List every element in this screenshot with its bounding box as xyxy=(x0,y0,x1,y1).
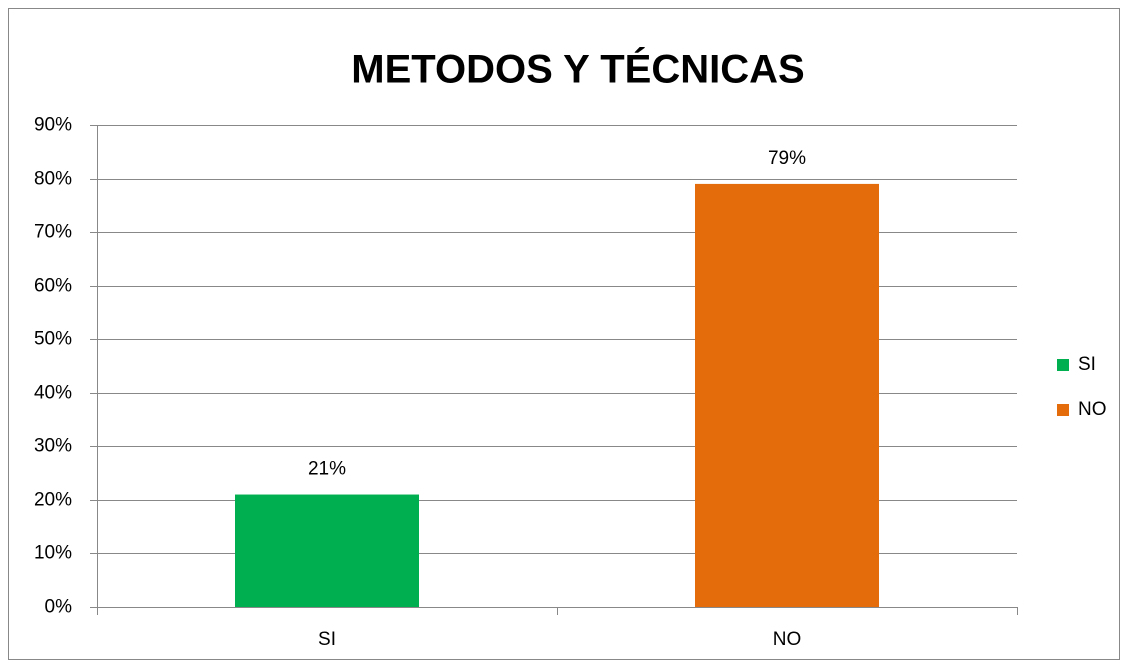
y-tick-label: 20% xyxy=(34,490,72,511)
bar xyxy=(695,183,879,607)
legend-swatch xyxy=(1057,404,1069,416)
bar xyxy=(235,494,419,607)
y-tick-label: 30% xyxy=(34,436,72,457)
data-label: 79% xyxy=(768,148,806,169)
y-tick-label: 0% xyxy=(45,597,73,618)
x-tick-label: NO xyxy=(773,629,802,650)
y-tick-label: 10% xyxy=(34,543,72,564)
y-tick-label: 90% xyxy=(34,115,72,136)
y-tick-label: 50% xyxy=(34,329,72,350)
y-tick-label: 80% xyxy=(34,169,72,190)
legend-swatch xyxy=(1057,359,1069,371)
y-tick-label: 60% xyxy=(34,276,72,297)
y-tick-label: 70% xyxy=(34,222,72,243)
legend-label: SI xyxy=(1078,354,1096,375)
y-tick-label: 40% xyxy=(34,383,72,404)
chart-border xyxy=(8,8,1120,660)
chart-title: METODOS Y TÉCNICAS xyxy=(351,47,804,92)
x-tick-label: SI xyxy=(318,629,336,650)
legend-label: NO xyxy=(1078,399,1107,420)
data-label: 21% xyxy=(308,459,346,480)
